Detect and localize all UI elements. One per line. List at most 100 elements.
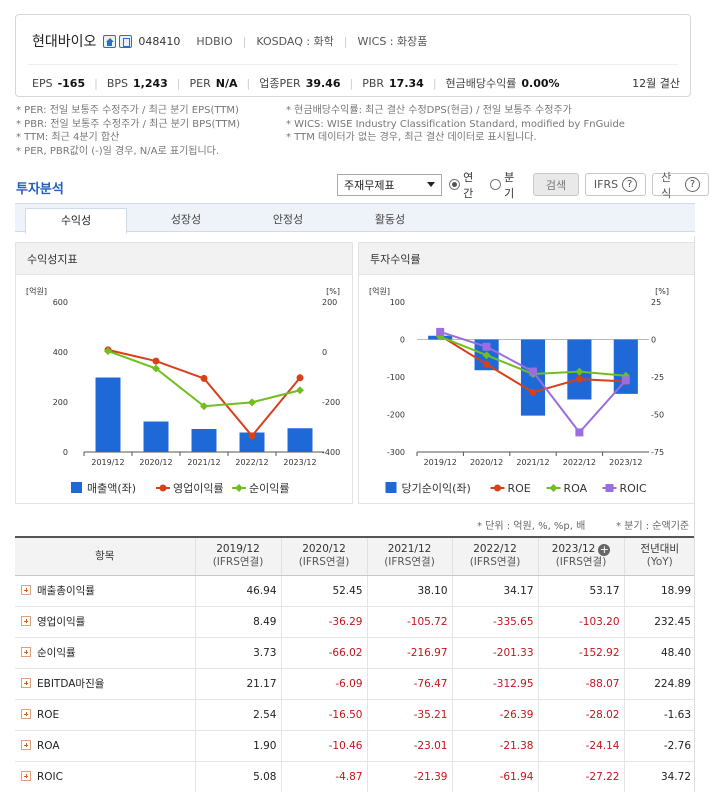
divider: | xyxy=(94,76,98,90)
data-point xyxy=(436,327,445,336)
metric-value: -165 xyxy=(57,76,86,90)
left-tick-label: -100 xyxy=(387,373,405,382)
row-label: ROE xyxy=(37,708,60,721)
row-label-cell[interactable]: 매출총이익률 xyxy=(15,575,195,607)
left-axis-label: [억원] xyxy=(369,286,390,296)
table-cell: -201.33 xyxy=(451,637,538,669)
table-cell: 52.45 xyxy=(280,575,367,607)
tab-profitability[interactable]: 수익성 xyxy=(25,208,127,234)
table-cell: -105.72 xyxy=(366,606,452,638)
left-tick-label: 100 xyxy=(390,298,405,307)
formula-help-button[interactable]: 산식 ? xyxy=(652,171,709,200)
right-tick-label: -25 xyxy=(651,373,664,382)
tab-activity[interactable]: 활동성 xyxy=(374,213,406,226)
radio-annual[interactable]: 연간 xyxy=(449,169,483,201)
tab-growth[interactable]: 성장성 xyxy=(170,213,202,226)
divider: | xyxy=(343,34,348,48)
legend-marker xyxy=(494,484,501,492)
column-header: 2020/12 (IFRS연결) xyxy=(280,536,367,576)
unit-note: * 단위 : 억원, %, %p, 배 xyxy=(477,521,586,532)
left-tick-label: 600 xyxy=(53,298,68,307)
table-cell: -1.63 xyxy=(623,699,695,731)
expand-row-icon[interactable] xyxy=(21,739,31,750)
ticker: HDBIO xyxy=(196,34,233,48)
table-cell: -88.07 xyxy=(537,668,624,700)
company-title-row: 현대바이오 048410 HDBIO | KOSDAQ : 화학 | WICS … xyxy=(32,31,427,51)
table-cell: 2.54 xyxy=(194,699,281,731)
question-icon: ? xyxy=(622,177,638,192)
bar xyxy=(239,432,265,452)
x-tick-label: 2021/12 xyxy=(516,458,549,467)
ifrs-help-button[interactable]: IFRS ? xyxy=(584,173,647,196)
table-cell: -16.50 xyxy=(280,699,367,731)
data-point xyxy=(482,351,491,360)
expand-row-icon[interactable] xyxy=(21,770,31,781)
note-line: * TTM: 최근 4분기 합산 xyxy=(16,132,120,143)
right-tick-label: 200 xyxy=(322,298,337,307)
table-row: EBITDA마진율 21.17 -6.09 -76.47 -312.95 -88.07 22… xyxy=(15,668,695,700)
metric-value: 0.00% xyxy=(521,76,560,90)
table-row: 영업이익률 8.49 -36.29 -105.72 -335.65 -103.20 232.… xyxy=(15,606,695,638)
table-cell: -27.22 xyxy=(537,761,624,792)
header-sublabel: (YoY) xyxy=(646,556,673,569)
return-chart-panel: 투자수익률 [억원] [%] 100 0 -100 -200 -300 25 0 -25 -50 -7… xyxy=(358,242,695,504)
table-cell: -76.47 xyxy=(366,668,452,700)
right-tick-label: -75 xyxy=(651,448,664,457)
expand-columns-icon[interactable]: + xyxy=(598,543,611,557)
table-cell: -21.39 xyxy=(366,761,452,792)
left-tick-label: -300 xyxy=(387,448,405,457)
row-label-cell[interactable]: 순이익률 xyxy=(15,637,195,669)
metrics-row: EPS -165 | BPS 1,243 | PER N/A | 업종PER 39.46… xyxy=(32,75,680,91)
left-tick-label: 0 xyxy=(63,448,68,457)
header-label: 2021/12 xyxy=(387,543,432,556)
row-label-cell[interactable]: ROA xyxy=(15,730,195,762)
building-icon[interactable] xyxy=(119,34,133,48)
notes-left: * PER: 전일 보통주 수정주가 / 최근 분기 EPS(TTM) * PB… xyxy=(16,104,240,158)
expand-row-icon[interactable] xyxy=(21,678,31,688)
metric-label: EPS xyxy=(32,76,53,90)
expand-row-icon[interactable] xyxy=(21,585,31,595)
expand-row-icon[interactable] xyxy=(21,616,31,626)
quarter-note: * 분기 : 순액기준 xyxy=(616,521,690,532)
row-label-cell[interactable]: ROE xyxy=(15,699,195,731)
card-divider xyxy=(28,64,678,65)
bar xyxy=(613,339,638,394)
analysis-tabs: 수익성 성장성 안정성 활동성 xyxy=(15,203,695,234)
row-label-cell[interactable]: 영업이익률 xyxy=(15,606,195,638)
data-point xyxy=(200,374,208,382)
metric-value: 39.46 xyxy=(305,76,341,90)
tab-stability[interactable]: 안정성 xyxy=(272,213,304,226)
table-cell: 8.49 xyxy=(194,606,281,638)
table-cell: 34.72 xyxy=(623,761,695,792)
legend-label: 매출액(좌) xyxy=(87,482,136,495)
table-cell: -28.02 xyxy=(537,699,624,731)
data-point xyxy=(248,398,256,407)
legend-label: ROIC xyxy=(620,482,648,495)
right-tick-label: -200 xyxy=(322,398,340,407)
metric-value: 17.34 xyxy=(389,76,424,90)
company-summary-card: 현대바이오 048410 HDBIO | KOSDAQ : 화학 | WICS … xyxy=(15,14,691,97)
row-label-cell[interactable]: ROIC xyxy=(15,761,195,792)
data-point xyxy=(529,388,537,396)
header-label: 항목 xyxy=(95,549,115,562)
metric-value: 1,243 xyxy=(133,76,168,90)
legend-swatch xyxy=(71,482,82,493)
row-label: 영업이익률 xyxy=(37,616,86,628)
market-label: KOSDAQ : 화학 xyxy=(256,35,334,48)
expand-row-icon[interactable] xyxy=(21,647,31,657)
search-button[interactable]: 검색 xyxy=(533,173,579,196)
row-label-cell[interactable]: EBITDA마진율 xyxy=(15,668,195,700)
note-line: * TTM 데이터가 없는 경우, 최근 결산 데이터로 표시됩니다. xyxy=(286,132,537,143)
table-cell: 34.17 xyxy=(451,575,538,607)
table-cell: 38.10 xyxy=(366,575,452,607)
return-chart: [억원] [%] 100 0 -100 -200 -300 25 0 -25 -50 -75 2019/… xyxy=(369,286,669,495)
profitability-chart-panel: 수익성지표 [억원] [%] 600 400 200 0 200 0 -200 -400 2019/… xyxy=(15,242,353,504)
column-header: 2021/12 (IFRS연결) xyxy=(366,536,452,576)
data-point xyxy=(575,367,584,376)
note-line: * PBR: 전일 보통주 수정주가 / 최근 분기 BPS(TTM) xyxy=(16,118,241,130)
home-icon[interactable] xyxy=(103,34,117,48)
fiscal-label: 12월 결산 xyxy=(632,77,680,90)
report-type-select[interactable]: 주재무제표 xyxy=(337,173,443,196)
expand-row-icon[interactable] xyxy=(21,708,31,719)
radio-quarter[interactable]: 분기 xyxy=(490,169,524,201)
